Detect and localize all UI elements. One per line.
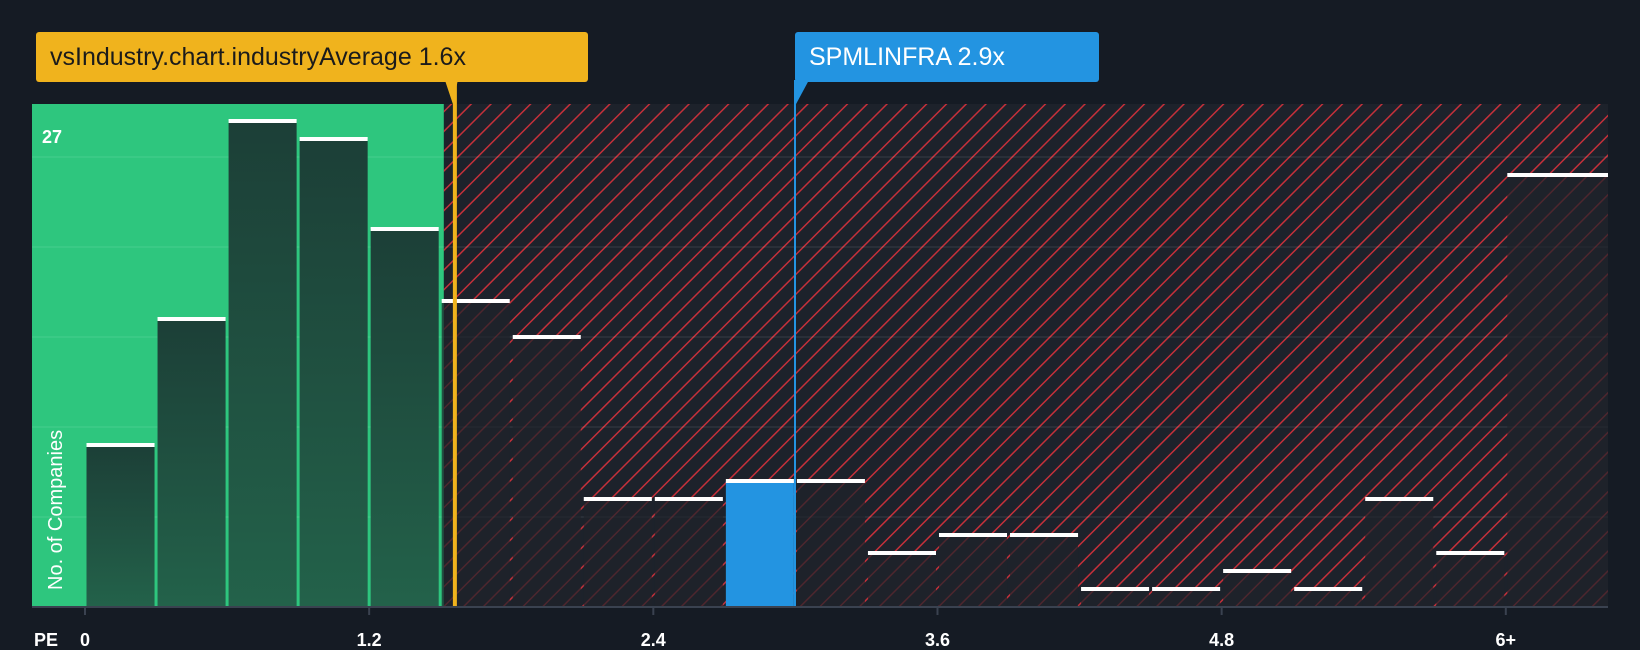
histogram-bar [867, 553, 936, 607]
histogram-bar-cap [1294, 587, 1363, 591]
industry-average-callout: vsIndustry.chart.industryAverage 1.6x [36, 32, 588, 82]
histogram-bar-cap [725, 479, 794, 483]
x-tick-label: 4.8 [1209, 630, 1234, 650]
y-axis-title: No. of Companies [45, 430, 67, 590]
histogram-bar [654, 499, 723, 607]
y-max-label: 27 [42, 127, 62, 147]
histogram-bar-cap [1507, 173, 1608, 177]
x-tick-label: 1.2 [357, 630, 382, 650]
histogram-bar-cap [654, 497, 723, 501]
histogram-bar [583, 499, 652, 607]
histogram-bar [157, 319, 226, 607]
histogram-bar-cap [796, 479, 865, 483]
histogram-bar [725, 481, 794, 607]
histogram-bar [86, 445, 155, 607]
x-tick-label: 6+ [1496, 630, 1517, 650]
histogram-bar-cap [370, 227, 439, 231]
histogram-bar-cap [299, 137, 368, 141]
histogram-bar [1223, 571, 1292, 607]
histogram-bar [299, 139, 368, 607]
histogram-bar-cap [867, 551, 936, 555]
histogram-bar-cap [1223, 569, 1292, 573]
histogram-bar-cap [86, 443, 155, 447]
histogram-bar-cap [228, 119, 297, 123]
histogram-bar [1436, 553, 1505, 607]
histogram-bar [796, 481, 865, 607]
histogram-bar [441, 301, 510, 607]
histogram-bar-cap [157, 317, 226, 321]
histogram-bar [1152, 589, 1221, 607]
histogram-bar-cap [512, 335, 581, 339]
histogram-bar [1010, 535, 1079, 607]
histogram-bar [1081, 589, 1150, 607]
histogram-bar-cap [1081, 587, 1150, 591]
x-tick-label: 0 [80, 630, 90, 650]
histogram-bar [938, 535, 1008, 607]
histogram-bar-cap [1152, 587, 1221, 591]
x-tick-label: 2.4 [641, 630, 666, 650]
industry-average-line [452, 80, 457, 607]
industry-average-label: vsIndustry.chart.industryAverage 1.6x [50, 43, 466, 71]
histogram-bar-cap [1365, 497, 1434, 501]
histogram-bar-cap [1436, 551, 1505, 555]
histogram-bar [1507, 175, 1608, 607]
company-pe-label: SPMLINFRA 2.9x [809, 43, 1005, 71]
company-callout-pointer [795, 80, 809, 106]
histogram-bar [370, 229, 439, 607]
x-tick-label: 3.6 [925, 630, 950, 650]
company-pe-callout: SPMLINFRA 2.9x [795, 32, 1099, 82]
histogram-bar-cap [1010, 533, 1079, 537]
x-axis-title: PE [34, 630, 58, 650]
histogram-bar-cap [583, 497, 652, 501]
histogram-bar [1294, 589, 1363, 607]
histogram-bar [512, 337, 581, 607]
histogram-bar [1365, 499, 1434, 607]
histogram-bar [228, 121, 297, 607]
histogram-bar-cap [938, 533, 1008, 537]
industry-callout-pointer [444, 80, 458, 104]
histogram-bar-cap [441, 299, 510, 303]
